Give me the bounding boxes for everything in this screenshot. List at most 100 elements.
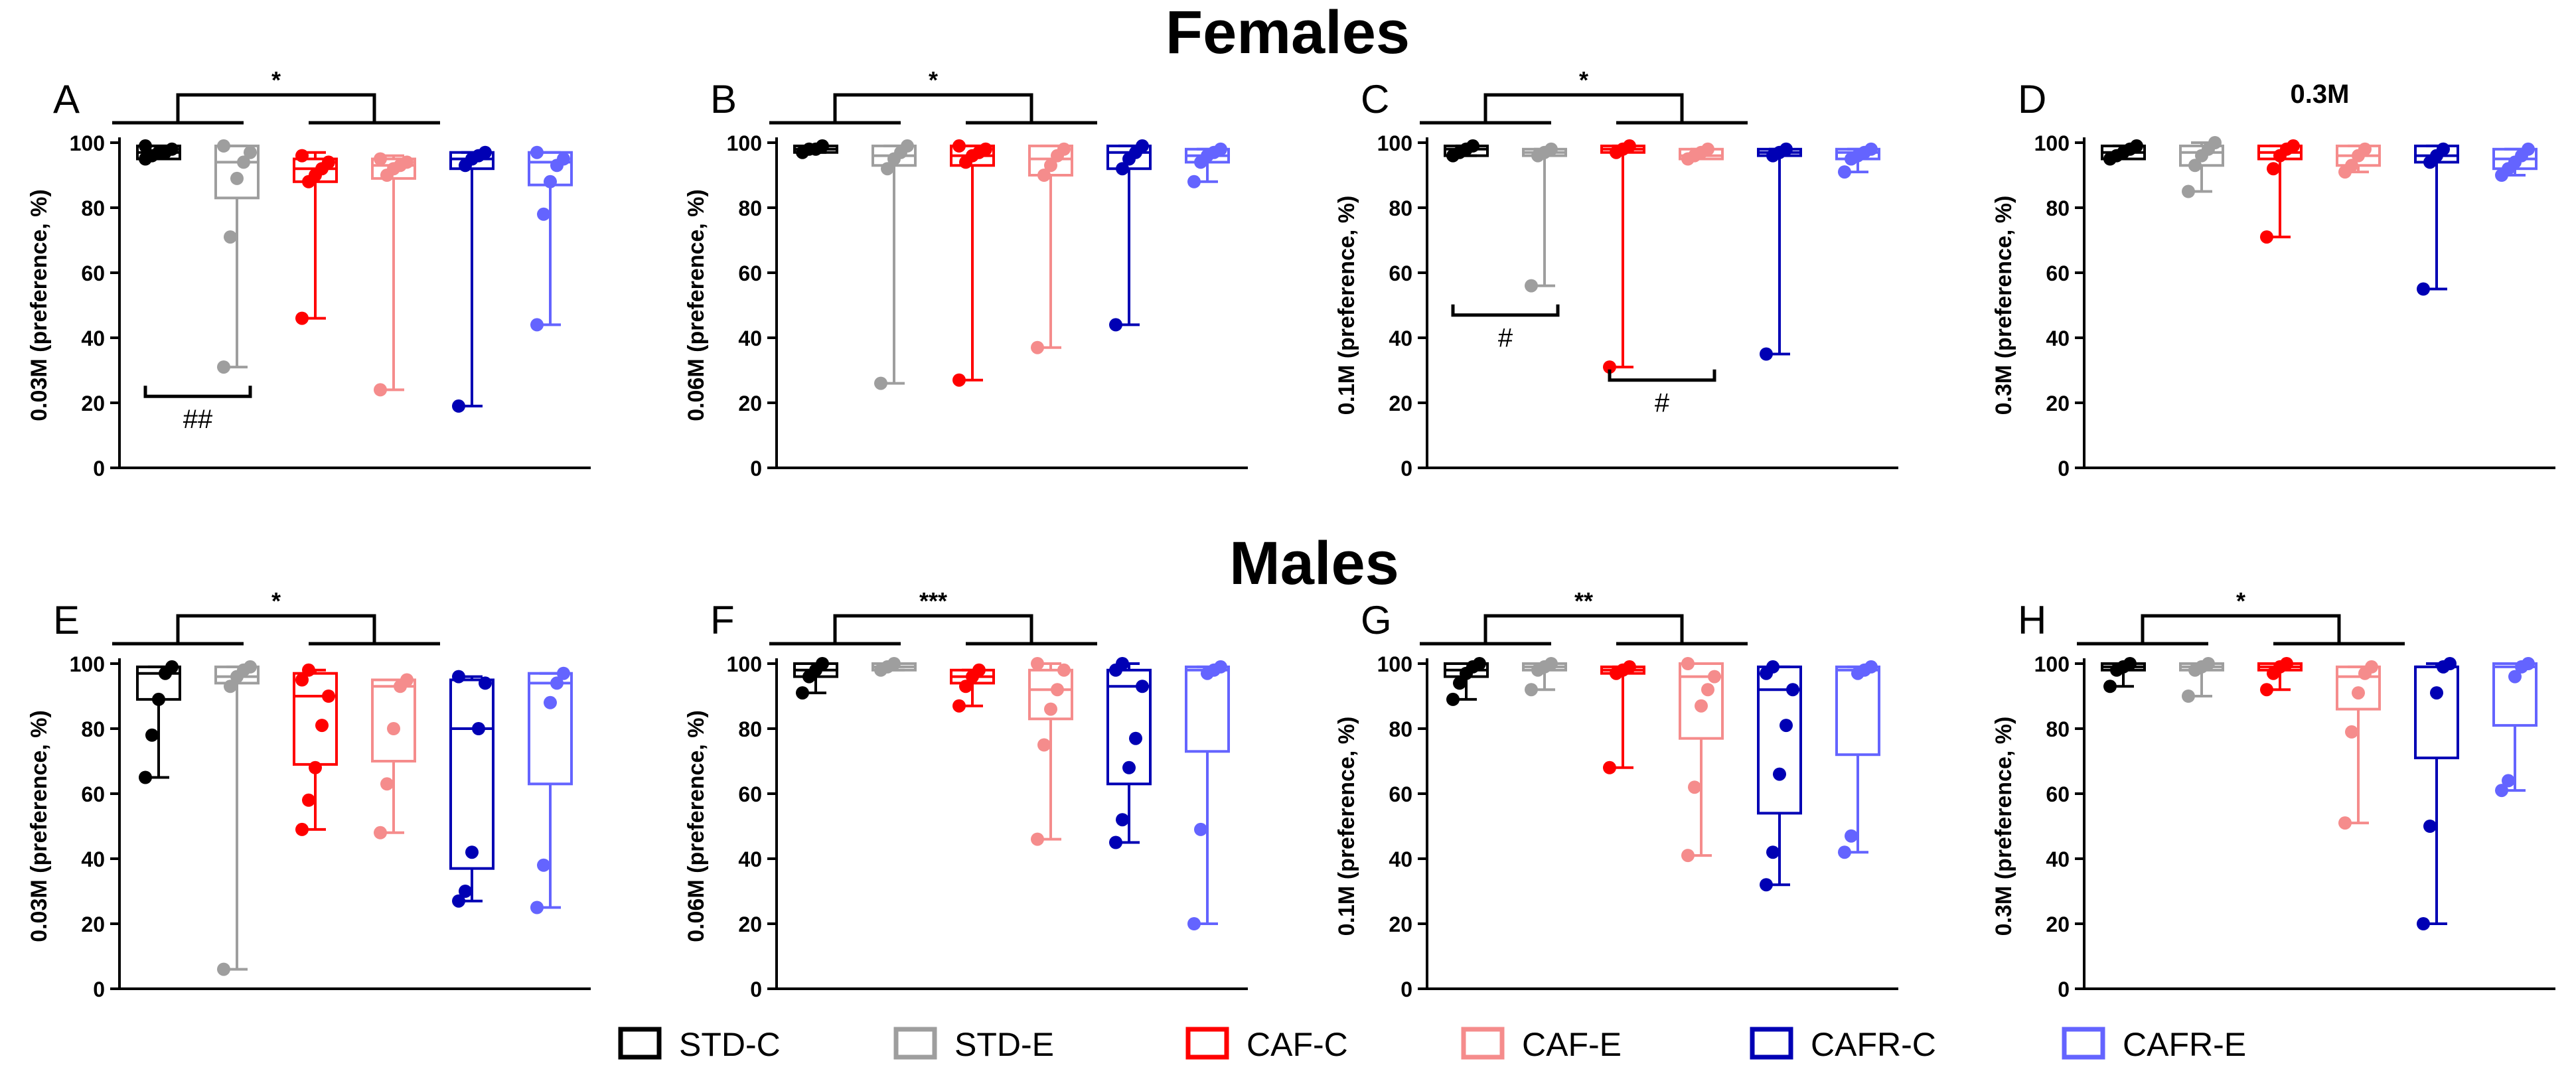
data-point bbox=[2417, 282, 2430, 296]
data-point bbox=[1057, 142, 1071, 156]
box-cafr-c bbox=[1757, 142, 1802, 361]
box-caf-c bbox=[950, 663, 995, 713]
legend-swatch bbox=[1185, 1027, 1229, 1060]
data-point bbox=[530, 145, 544, 159]
data-point bbox=[465, 845, 479, 859]
data-point bbox=[452, 894, 465, 908]
data-point bbox=[2260, 230, 2273, 244]
box-iqr bbox=[1106, 668, 1152, 786]
data-point bbox=[165, 142, 179, 156]
data-point bbox=[1701, 683, 1714, 697]
panels-group: A0.03M (preference, %)020406080100*##B0.… bbox=[27, 66, 2555, 1001]
legend-item-cafr-c: CAFR-C bbox=[1750, 1026, 1936, 1063]
box-cafr-c bbox=[1106, 139, 1152, 332]
data-point bbox=[452, 670, 465, 684]
data-point bbox=[374, 826, 387, 839]
box-cafr-e bbox=[1835, 660, 1880, 859]
data-point bbox=[2267, 162, 2280, 176]
significance-label: ** bbox=[1574, 587, 1593, 615]
panel-b: B 0.06M (preference, %) 0 20 40 60 80 100 * bbox=[684, 66, 1248, 480]
y-tick-label: 60 bbox=[738, 261, 762, 285]
data-point bbox=[530, 901, 544, 914]
legend-item-std-c: STD-C bbox=[618, 1026, 781, 1063]
data-point bbox=[1688, 780, 1701, 794]
y-axis-label: 0.1M (preference, %) bbox=[1334, 196, 1359, 415]
data-point bbox=[295, 149, 309, 163]
box-caf-c bbox=[293, 663, 338, 836]
y-tick-label: 0 bbox=[2058, 457, 2070, 480]
legend-label: CAF-C bbox=[1247, 1026, 1348, 1063]
y-tick-label: 60 bbox=[738, 782, 762, 806]
data-point bbox=[400, 155, 414, 169]
y-tick-label: 60 bbox=[81, 261, 105, 285]
data-point bbox=[1681, 657, 1695, 670]
y-tick-label: 80 bbox=[81, 196, 105, 220]
hash-label: # bbox=[1655, 389, 1670, 418]
box-caf-e bbox=[1028, 657, 1073, 846]
data-point bbox=[139, 770, 152, 784]
data-point bbox=[452, 399, 465, 413]
box-std-c bbox=[793, 139, 838, 159]
data-point bbox=[1122, 761, 1136, 774]
box-caf-e bbox=[2336, 142, 2381, 179]
y-axis-label: 0.3M (preference, %) bbox=[1991, 717, 2016, 936]
data-point bbox=[537, 207, 550, 221]
hash-bracket: # bbox=[1451, 304, 1560, 353]
data-point bbox=[244, 145, 257, 159]
data-point bbox=[2280, 657, 2293, 670]
data-point bbox=[796, 686, 809, 700]
data-point bbox=[2522, 142, 2535, 156]
data-point bbox=[237, 155, 250, 169]
box-cafr-c bbox=[449, 145, 494, 413]
y-tick-label: 40 bbox=[1389, 326, 1412, 350]
data-point bbox=[1109, 835, 1122, 849]
data-point bbox=[1044, 159, 1057, 173]
box-iqr bbox=[1835, 665, 1880, 757]
data-point bbox=[1466, 139, 1479, 153]
data-point bbox=[2522, 657, 2535, 670]
data-point bbox=[2345, 159, 2358, 173]
box-cafr-c bbox=[1106, 657, 1152, 849]
box-cafr-e bbox=[1185, 660, 1230, 930]
legend-item-cafr-e: CAFR-E bbox=[2062, 1026, 2246, 1063]
y-tick-label: 20 bbox=[1389, 392, 1412, 415]
legend-label: CAFR-E bbox=[2123, 1026, 2246, 1063]
legend-item-std-e: STD-E bbox=[893, 1026, 1054, 1063]
y-tick-label: 80 bbox=[81, 717, 105, 741]
y-tick-label: 0 bbox=[750, 457, 762, 480]
data-point bbox=[2502, 774, 2515, 788]
y-tick-label: 40 bbox=[738, 326, 762, 350]
box-std-c bbox=[136, 139, 181, 166]
data-point bbox=[2123, 657, 2137, 670]
box-std-e bbox=[214, 139, 260, 374]
data-point bbox=[2182, 689, 2195, 703]
box-std-e bbox=[1522, 657, 1567, 697]
data-point bbox=[544, 175, 557, 188]
y-tick-label: 40 bbox=[81, 326, 105, 350]
data-point bbox=[557, 666, 570, 680]
data-point bbox=[244, 660, 257, 674]
y-axis-label: 0.1M (preference, %) bbox=[1334, 717, 1359, 936]
y-axis-label: 0.03M (preference, %) bbox=[27, 189, 52, 421]
data-point bbox=[1446, 692, 1460, 706]
data-point bbox=[1623, 139, 1636, 153]
data-point bbox=[302, 793, 315, 807]
data-point bbox=[400, 673, 414, 687]
box-caf-c bbox=[2257, 139, 2303, 244]
significance-label: * bbox=[271, 66, 281, 94]
box-caf-e bbox=[1679, 142, 1724, 166]
box-caf-e bbox=[371, 673, 416, 839]
box-cafr-e bbox=[2492, 657, 2538, 798]
y-tick-label: 0 bbox=[750, 978, 762, 1001]
box-iqr bbox=[528, 672, 573, 786]
data-point bbox=[1623, 660, 1636, 674]
data-point bbox=[816, 657, 829, 670]
data-point bbox=[2182, 184, 2195, 198]
y-axis-label: 0.3M (preference, %) bbox=[1991, 196, 2016, 415]
data-point bbox=[1766, 660, 1780, 674]
data-point bbox=[1037, 169, 1051, 182]
data-point bbox=[1773, 767, 1786, 781]
hash-bracket-line bbox=[1608, 369, 1716, 382]
data-point bbox=[302, 663, 315, 677]
data-point bbox=[1766, 845, 1780, 859]
